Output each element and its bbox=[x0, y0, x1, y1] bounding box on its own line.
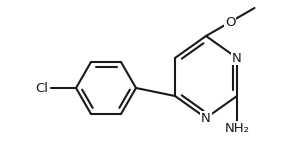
Text: Cl: Cl bbox=[36, 82, 49, 94]
Text: N: N bbox=[201, 112, 211, 125]
Text: N: N bbox=[232, 52, 242, 64]
Text: NH₂: NH₂ bbox=[224, 122, 250, 134]
Text: O: O bbox=[225, 15, 236, 28]
